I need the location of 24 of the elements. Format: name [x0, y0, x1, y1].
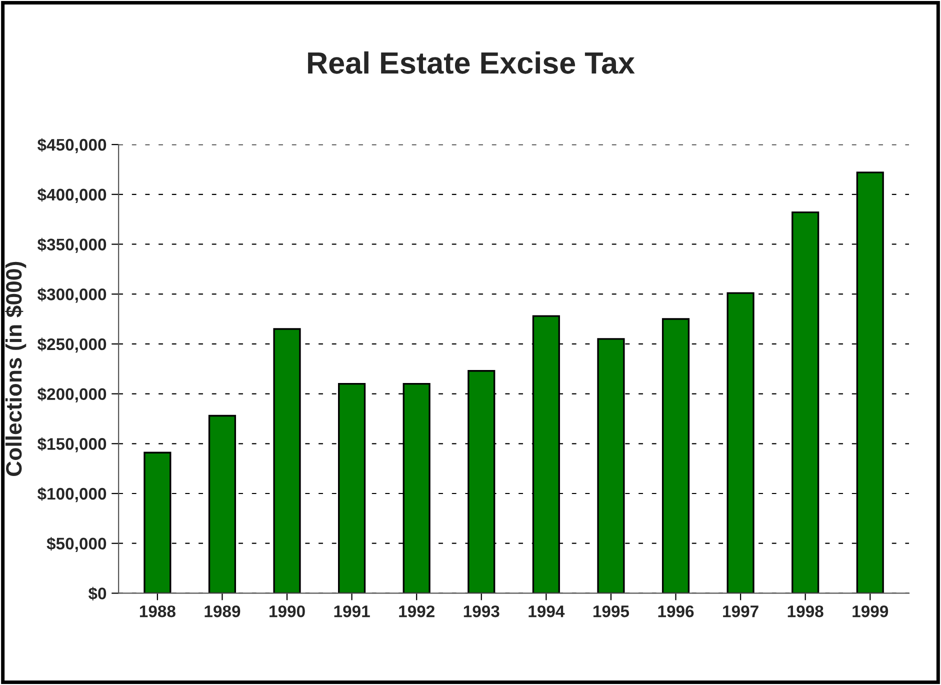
- x-tick-label: 1993: [464, 605, 500, 618]
- y-tick-label: $50,000: [46, 537, 106, 552]
- x-tick-label: 1999: [852, 605, 888, 618]
- y-tick-label: $350,000: [37, 238, 106, 253]
- y-tick-label: $300,000: [37, 288, 106, 303]
- x-tick-label: 1996: [658, 605, 694, 618]
- x-tick-label: 1998: [788, 605, 824, 618]
- x-tick-label: 1989: [204, 605, 240, 618]
- x-tick-label: 1995: [593, 605, 630, 618]
- y-tick-label: $0: [88, 586, 106, 600]
- x-tick-label: 1992: [399, 605, 434, 618]
- y-tick-label: $200,000: [37, 387, 106, 402]
- x-tick-label: 1997: [723, 605, 758, 618]
- chart-title: Real Estate Excise Tax: [308, 51, 635, 74]
- x-tick-label: 1994: [528, 605, 565, 618]
- x-tick-label: 1988: [140, 605, 176, 618]
- y-tick-label: $100,000: [37, 487, 106, 502]
- y-tick-label: $150,000: [37, 437, 106, 452]
- y-tick-label: $450,000: [37, 138, 106, 154]
- x-tick-label: 1990: [270, 605, 305, 618]
- x-tick-label: 1991: [334, 605, 370, 618]
- y-tick-label: $250,000: [37, 338, 106, 353]
- y-axis-title: Collections (in $000): [5, 262, 26, 476]
- y-tick-label: $400,000: [37, 188, 106, 204]
